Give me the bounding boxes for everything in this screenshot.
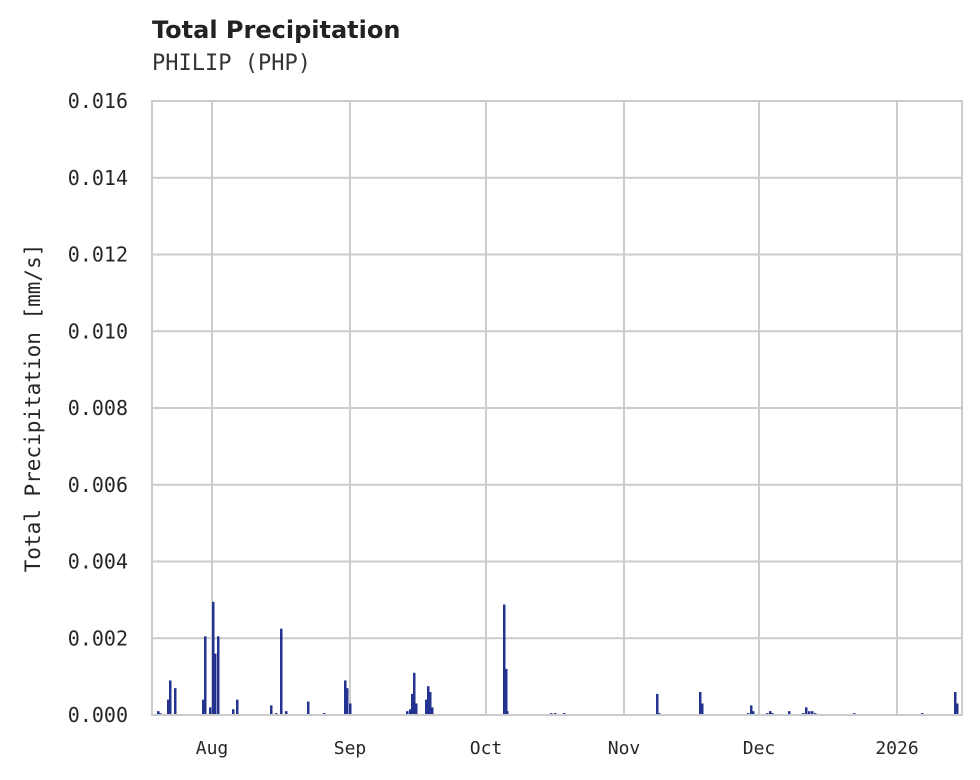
x-tick-label: 2026 (875, 738, 918, 759)
precipitation-bar (699, 691, 702, 715)
y-tick-label: 0.002 (68, 626, 128, 650)
precipitation-bar (212, 601, 215, 715)
precipitation-bar (503, 604, 506, 715)
y-axis-label: Total Precipitation [mm/s] (21, 244, 45, 573)
precipitation-bar (307, 701, 310, 715)
x-tick-label: Aug (196, 738, 229, 759)
plot-frame (151, 100, 963, 716)
precipitation-bar (346, 688, 349, 715)
precipitation-bar (406, 711, 409, 715)
precipitation-bar (169, 680, 172, 715)
precipitation-bar (505, 668, 508, 715)
precipitation-bar (202, 699, 205, 715)
y-tick-label: 0.014 (68, 166, 128, 190)
precipitation-bar (204, 636, 207, 715)
y-tick-label: 0.008 (68, 396, 128, 420)
precipitation-bar (409, 709, 412, 715)
x-tick-label: Nov (608, 738, 641, 759)
y-tick-label: 0.016 (68, 89, 128, 113)
precipitation-bar (431, 707, 434, 715)
precipitation-bar (232, 709, 235, 715)
grid-lines (152, 100, 962, 716)
precipitation-bar (270, 705, 273, 715)
precipitation-bar (349, 703, 352, 715)
y-tick-label: 0.006 (68, 473, 128, 497)
precipitation-bar (214, 653, 217, 715)
precipitation-bar (701, 703, 704, 715)
precipitation-bar (167, 699, 170, 715)
precipitation-bar (808, 711, 811, 715)
precipitation-bar (954, 691, 957, 715)
precipitation-bar (280, 628, 283, 715)
x-axis-ticks: Aug Sep Oct Nov Dec 2026 (196, 738, 919, 759)
precipitation-bar (956, 703, 959, 715)
chart-subtitle: PHILIP (PHP) (152, 51, 311, 76)
precipitation-bar (427, 686, 430, 715)
precipitation-bar (805, 707, 808, 715)
precipitation-bar (217, 636, 220, 715)
precipitation-bar (752, 711, 755, 715)
x-tick-label: Dec (743, 738, 776, 759)
precipitation-bar (411, 693, 414, 715)
precipitation-bar (656, 693, 659, 715)
y-tick-label: 0.000 (68, 703, 128, 727)
precipitation-bar (157, 711, 160, 715)
y-tick-label: 0.012 (68, 243, 128, 267)
precipitation-bars (157, 601, 959, 715)
precipitation-bar (413, 672, 416, 715)
precipitation-bar (344, 680, 347, 715)
precipitation-bar (209, 707, 212, 715)
precipitation-bar (236, 699, 239, 715)
precipitation-bar (750, 705, 753, 715)
x-tick-label: Oct (470, 738, 503, 759)
precipitation-bar (415, 703, 418, 715)
precipitation-bar (811, 711, 814, 715)
x-tick-label: Sep (334, 738, 367, 759)
precipitation-bar (506, 711, 509, 715)
y-tick-label: 0.010 (68, 319, 128, 343)
precipitation-bar (788, 711, 791, 715)
precipitation-bar (285, 711, 288, 715)
precipitation-bar (429, 691, 432, 715)
precipitation-bar (769, 711, 772, 715)
precipitation-bar (174, 688, 177, 715)
precipitation-bar (425, 699, 428, 715)
chart-title: Total Precipitation (152, 16, 401, 44)
y-axis-ticks: 0.000 0.002 0.004 0.006 0.008 0.010 0.012 0.014… (68, 89, 128, 727)
y-tick-label: 0.004 (68, 550, 128, 574)
